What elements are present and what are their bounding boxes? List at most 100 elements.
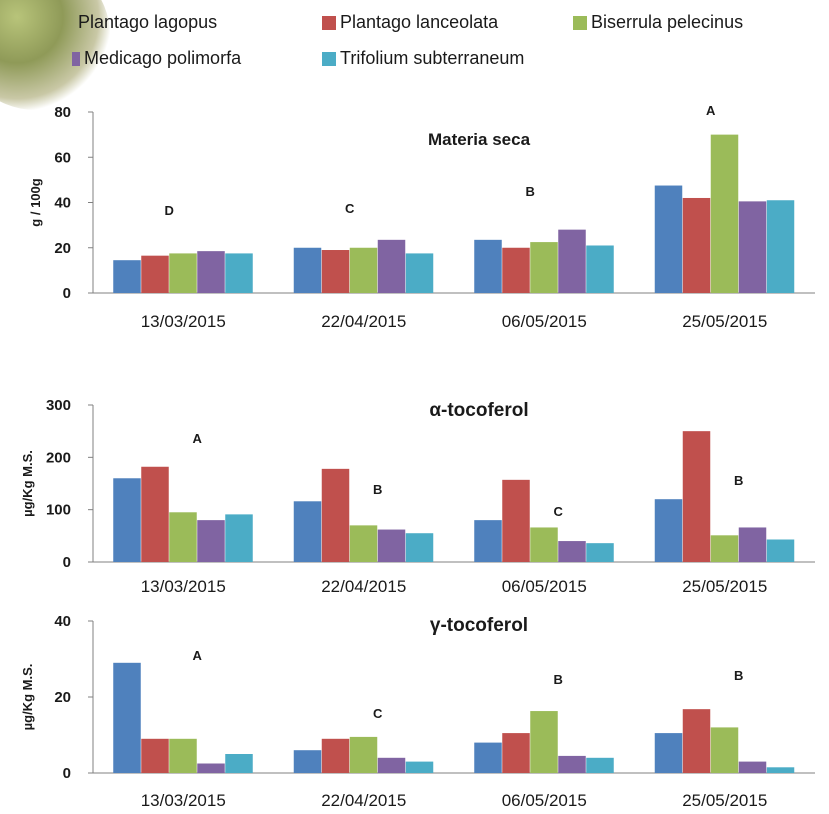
- bar-trifolium-subterraneum: [586, 757, 614, 773]
- bar-plantago-lanceolata: [502, 733, 530, 773]
- x-tick-label: 25/05/2015: [682, 577, 767, 596]
- legend-swatch: [322, 51, 336, 66]
- x-tick-label: 06/05/2015: [502, 791, 587, 810]
- x-tick-label: 25/05/2015: [682, 312, 767, 331]
- bar-biserrula-pelecinus: [169, 738, 197, 773]
- group-letter: A: [706, 103, 716, 118]
- legend-item-plantago-lanceolata: Plantago lanceolata: [322, 12, 498, 33]
- bar-biserrula-pelecinus: [349, 525, 378, 562]
- bar-medicago-polimorfa: [558, 229, 586, 293]
- bar-biserrula-pelecinus: [349, 247, 378, 293]
- group-letter: C: [554, 504, 564, 519]
- y-tick-label: 40: [54, 195, 71, 212]
- group-letter: B: [373, 482, 382, 497]
- bar-trifolium-subterraneum: [766, 767, 795, 773]
- bar-trifolium-subterraneum: [405, 533, 434, 562]
- y-tick-label: 200: [46, 449, 71, 466]
- group-letter: B: [526, 184, 535, 199]
- legend-swatch: [573, 15, 587, 30]
- chart-title: Materia seca: [428, 130, 531, 149]
- bar-plantago-lanceolata: [682, 197, 711, 293]
- bar-trifolium-subterraneum: [586, 543, 614, 562]
- chart-title: γ-tocoferol: [430, 615, 528, 636]
- x-tick-label: 13/03/2015: [141, 312, 226, 331]
- chart-gamma-tocoferol: 0 20 40 µg/Kg M.S. γ-tocoferol 13/03/2015 A 22/…: [20, 613, 815, 810]
- bar-biserrula-pelecinus: [710, 727, 739, 773]
- bar-plantago-lagopus: [474, 742, 502, 773]
- bar-medicago-polimorfa: [197, 520, 225, 562]
- bar-medicago-polimorfa: [377, 757, 406, 773]
- chart-title: α-tocoferol: [429, 400, 528, 421]
- bar-trifolium-subterraneum: [766, 200, 795, 293]
- x-tick-label: 13/03/2015: [141, 791, 226, 810]
- legend-item-plantago-lagopus: Plantago lagopus: [78, 12, 217, 33]
- x-tick-label: 06/05/2015: [502, 312, 587, 331]
- bar-biserrula-pelecinus: [530, 242, 558, 293]
- bar-trifolium-subterraneum: [766, 539, 795, 562]
- group-letter: B: [554, 672, 563, 687]
- legend: Plantago lagopus Plantago lanceolata Bis…: [0, 0, 829, 80]
- y-tick-label: 100: [46, 502, 71, 519]
- group-letter: D: [165, 203, 174, 218]
- group-letter: B: [734, 668, 743, 683]
- bar-medicago-polimorfa: [738, 201, 767, 293]
- y-axis-label: µg/Kg M.S.: [20, 450, 35, 517]
- bar-plantago-lagopus: [654, 733, 683, 773]
- bar-medicago-polimorfa: [558, 755, 586, 773]
- legend-swatch: [72, 51, 80, 66]
- bar-biserrula-pelecinus: [530, 711, 558, 773]
- bar-plantago-lagopus: [654, 185, 683, 293]
- legend-label: Trifolium subterraneum: [340, 48, 525, 68]
- group-letter: B: [734, 473, 743, 488]
- bar-medicago-polimorfa: [197, 251, 225, 293]
- bar-plantago-lagopus: [293, 247, 322, 293]
- legend-swatch: [322, 15, 336, 30]
- y-tick-label: 20: [54, 240, 71, 257]
- legend-item-trifolium-subterraneum: Trifolium subterraneum: [322, 48, 524, 69]
- bar-plantago-lagopus: [113, 662, 141, 773]
- bar-biserrula-pelecinus: [349, 736, 378, 773]
- bar-biserrula-pelecinus: [710, 535, 739, 562]
- x-tick-label: 06/05/2015: [502, 577, 587, 596]
- group-letter: C: [373, 706, 383, 721]
- bar-trifolium-subterraneum: [405, 253, 434, 293]
- group-letter: A: [193, 648, 203, 663]
- bar-plantago-lagopus: [293, 501, 322, 562]
- bar-biserrula-pelecinus: [169, 253, 197, 293]
- bar-trifolium-subterraneum: [225, 253, 253, 293]
- group-letter: A: [193, 431, 203, 446]
- x-tick-label: 22/04/2015: [321, 791, 406, 810]
- bar-medicago-polimorfa: [738, 527, 767, 562]
- bar-medicago-polimorfa: [197, 763, 225, 773]
- legend-label: Plantago lanceolata: [340, 12, 499, 32]
- bar-plantago-lanceolata: [321, 250, 350, 293]
- y-axis-label: g / 100g: [28, 178, 43, 226]
- y-tick-label: 40: [54, 613, 71, 630]
- bar-biserrula-pelecinus: [530, 527, 558, 562]
- bar-plantago-lagopus: [293, 750, 322, 773]
- bar-plantago-lagopus: [654, 499, 683, 562]
- x-tick-label: 13/03/2015: [141, 577, 226, 596]
- legend-label: Biserrula pelecinus: [591, 12, 744, 32]
- bar-plantago-lanceolata: [141, 738, 169, 773]
- legend-item-biserrula-pelecinus: Biserrula pelecinus: [573, 12, 743, 33]
- bar-medicago-polimorfa: [377, 239, 406, 293]
- legend-item-medicago-polimorfa: Medicago polimorfa: [72, 48, 241, 69]
- legend-label: Plantago lagopus: [78, 12, 218, 32]
- bar-plantago-lanceolata: [141, 255, 169, 293]
- y-tick-label: 20: [54, 689, 71, 706]
- bar-plantago-lagopus: [113, 478, 141, 562]
- y-tick-label: 0: [63, 554, 71, 571]
- y-tick-label: 60: [54, 149, 71, 166]
- x-tick-label: 22/04/2015: [321, 312, 406, 331]
- bar-trifolium-subterraneum: [405, 761, 434, 773]
- bar-plantago-lanceolata: [321, 468, 350, 562]
- bar-plantago-lanceolata: [682, 431, 711, 562]
- x-tick-label: 25/05/2015: [682, 791, 767, 810]
- bar-plantago-lanceolata: [682, 709, 711, 773]
- bar-plantago-lanceolata: [141, 466, 169, 562]
- x-tick-label: 22/04/2015: [321, 577, 406, 596]
- y-tick-label: 0: [63, 285, 71, 302]
- bar-plantago-lagopus: [474, 520, 502, 562]
